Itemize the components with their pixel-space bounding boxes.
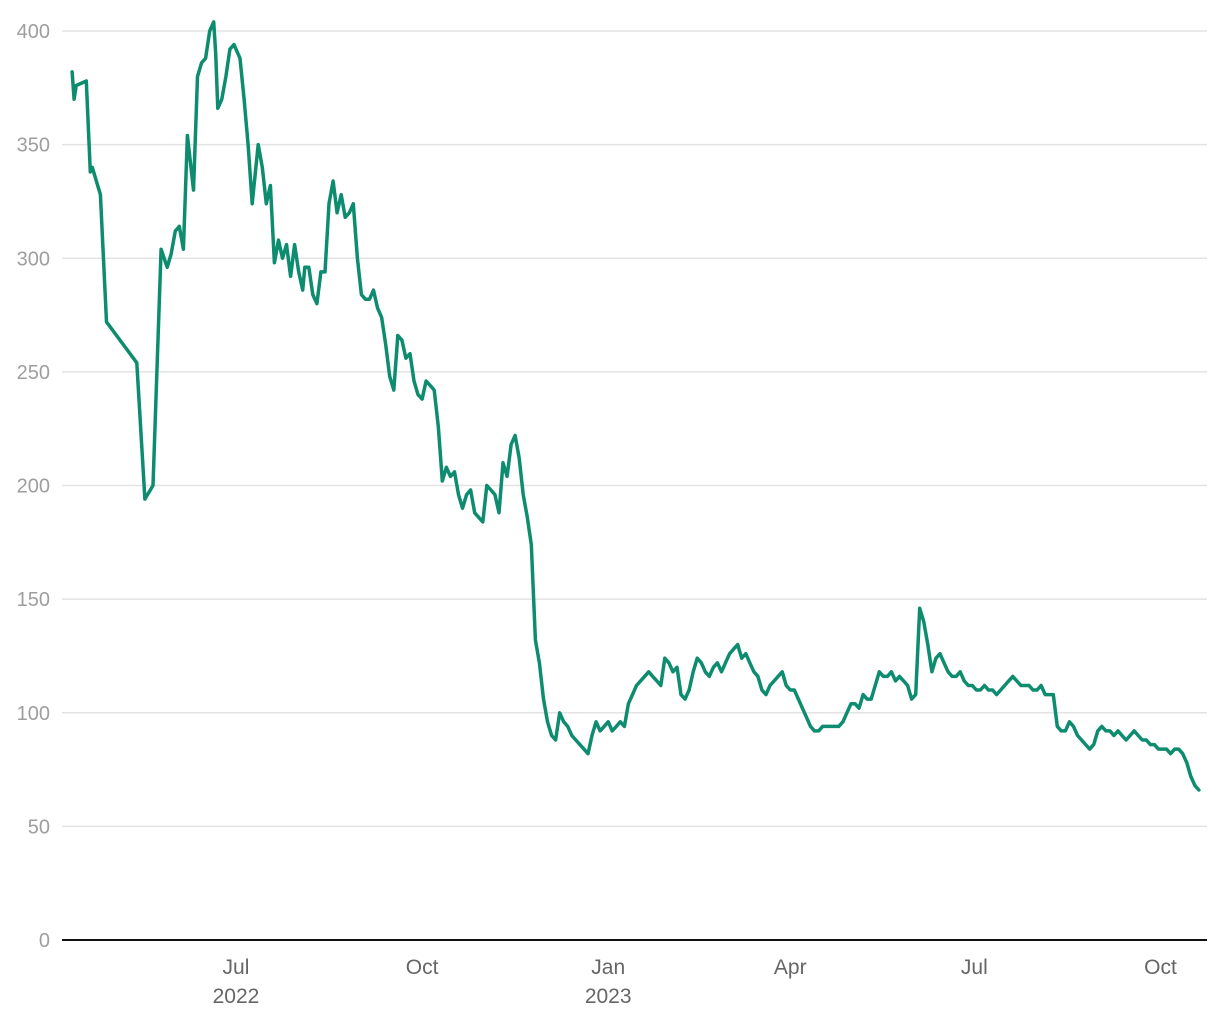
x-tick-label-2: Jan bbox=[591, 956, 625, 979]
x-tick-label-4: Jul bbox=[961, 956, 988, 979]
y-tick-label-50: 50 bbox=[28, 816, 50, 838]
x-tick-label-1: Oct bbox=[406, 956, 439, 979]
y-tick-label-350: 350 bbox=[17, 135, 50, 157]
x-axis-tick-labels: Jul 2022 Oct Jan 2023 Apr Jul Oct bbox=[213, 956, 1177, 1008]
grid-lines bbox=[62, 30, 1207, 828]
series-group bbox=[70, 20, 1201, 792]
x-tick-year-label-0: 2022 bbox=[213, 985, 260, 1008]
series-line-0 bbox=[70, 20, 1201, 792]
x-tick-year-label-2: 2023 bbox=[585, 985, 632, 1008]
x-tick-label-0: Jul bbox=[223, 956, 250, 979]
y-tick-label-150: 150 bbox=[17, 589, 50, 611]
y-tick-label-200: 200 bbox=[17, 476, 50, 498]
y-tick-label-300: 300 bbox=[17, 248, 50, 270]
y-tick-label-400: 400 bbox=[17, 21, 50, 43]
y-axis-tick-labels: 0 50 100 150 200 250 300 350 400 bbox=[17, 21, 50, 952]
y-tick-label-100: 100 bbox=[17, 703, 50, 725]
x-tick-label-5: Oct bbox=[1144, 956, 1177, 979]
y-tick-label-250: 250 bbox=[17, 362, 50, 384]
y-tick-label-0: 0 bbox=[39, 930, 50, 952]
x-tick-label-3: Apr bbox=[774, 956, 807, 979]
